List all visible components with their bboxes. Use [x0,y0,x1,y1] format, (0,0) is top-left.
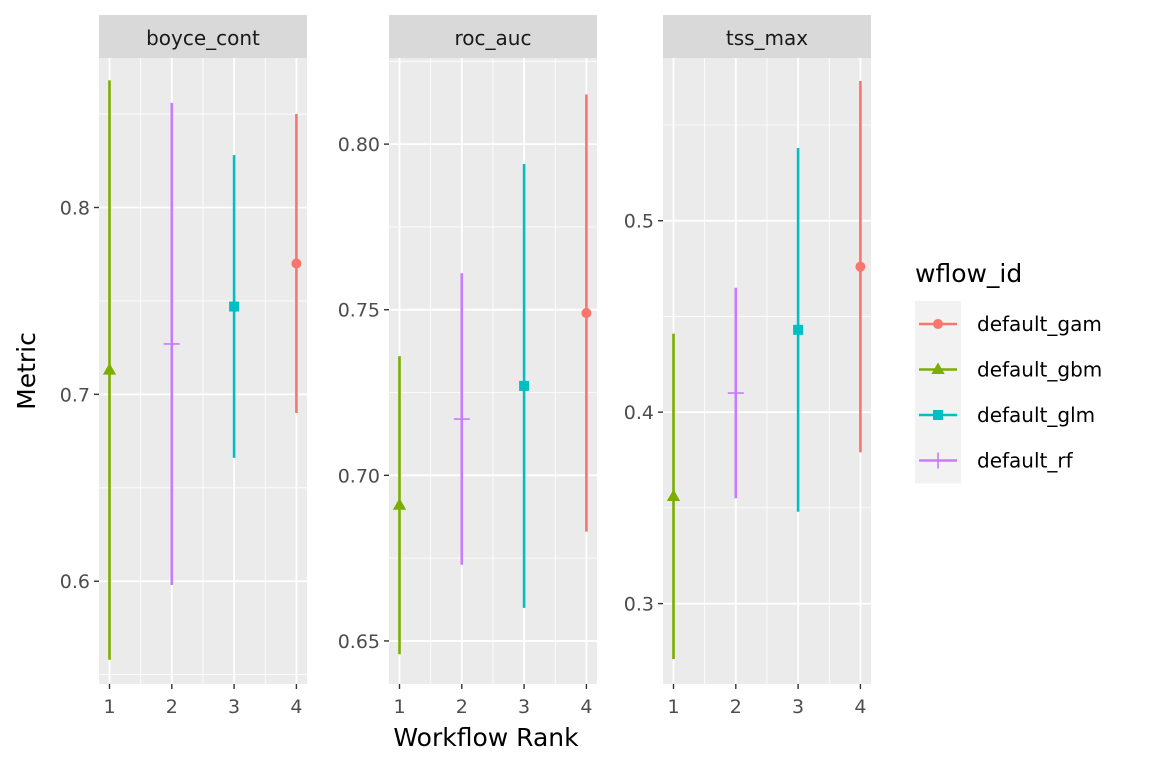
legend-item-default-gam: default_gam [915,301,1102,347]
facet-panels: boyce_cont 0.6 0.7 0.8 1 2 3 4 roc_auc 0.65 0.70 0.… [60,15,871,718]
mean-point [855,261,866,272]
x-tick-label: 1 [393,696,405,718]
errorbar-default-gam [291,114,302,414]
errorbar-default-gbm [392,356,407,655]
panel-boyce-cont: boyce_cont 0.6 0.7 0.8 1 2 3 4 [60,15,307,718]
x-tick-label: 2 [730,696,742,718]
facet-strip-label: boyce_cont [146,26,260,50]
mean-point [666,489,681,501]
facet-strip [663,15,871,58]
legend-key-shape [933,319,943,329]
facet-strip [389,15,597,58]
errorbar-default-gam [855,80,866,453]
y-tick-label: 0.4 [624,402,654,424]
y-tick-label: 0.8 [60,197,90,219]
mean-point [229,301,240,312]
mean-point [291,258,302,269]
mean-point [163,335,180,352]
legend-key-shape [933,410,943,420]
y-tick-label: 0.6 [60,571,90,593]
panel-tss-max: tss_max 0.3 0.4 0.5 1 2 3 4 [624,15,871,718]
errorbar-default-gam [581,94,592,532]
panel-roc-auc: roc_auc 0.65 0.70 0.75 0.80 1 2 3 4 [338,15,597,718]
errorbar-default-gbm [666,333,681,660]
y-tick-label: 0.80 [338,134,380,156]
y-tick-label: 0.5 [624,211,654,233]
y-tick-label: 0.75 [338,300,380,322]
legend-title: wflow_id [915,259,1022,288]
x-tick-label: 4 [580,696,592,718]
y-tick-label: 0.70 [338,465,380,487]
x-tick-label: 4 [854,696,866,718]
mean-point [727,385,744,402]
mean-point [392,498,407,510]
errorbar-default-rf [163,102,180,585]
x-tick-label: 1 [103,696,115,718]
facet-strip [99,15,307,58]
x-tick-label: 4 [290,696,302,718]
mean-point [793,324,804,335]
mean-point [453,411,470,428]
x-axis-title: Workflow Rank [393,723,579,752]
errorbar-default-glm [519,163,530,608]
x-tick-label: 3 [518,696,530,718]
legend-item-default-glm: default_glm [915,392,1095,438]
legend-item-default-gbm: default_gbm [915,346,1102,393]
errorbar-default-gbm [102,80,117,660]
mean-point [102,363,117,375]
facet-strip-label: roc_auc [455,26,532,50]
legend-label: default_gbm [977,358,1102,382]
y-axis-title: Metric [12,332,41,410]
legend-key-shape [930,452,946,469]
legend-label: default_rf [977,449,1074,473]
errorbar-default-glm [229,155,240,458]
legend-key-shape [931,362,945,375]
x-tick-label: 3 [228,696,240,718]
legend-item-default-rf: default_rf [915,437,1074,484]
legend-label: default_gam [977,312,1102,336]
errorbar-default-rf [727,287,744,499]
errorbar-default-rf [453,273,470,565]
y-tick-label: 0.7 [60,384,90,406]
y-tick-label: 0.65 [338,631,380,653]
x-tick-label: 1 [667,696,679,718]
facet-strip-label: tss_max [726,26,808,50]
y-tick-label: 0.3 [624,594,654,616]
x-tick-label: 3 [792,696,804,718]
mean-point [519,380,530,391]
legend: wflow_id default_gam default_gbm default_gl… [915,259,1102,484]
legend-label: default_glm [977,403,1095,427]
x-tick-label: 2 [166,696,178,718]
x-tick-label: 2 [456,696,468,718]
errorbar-default-glm [793,147,804,512]
mean-point [581,308,592,319]
